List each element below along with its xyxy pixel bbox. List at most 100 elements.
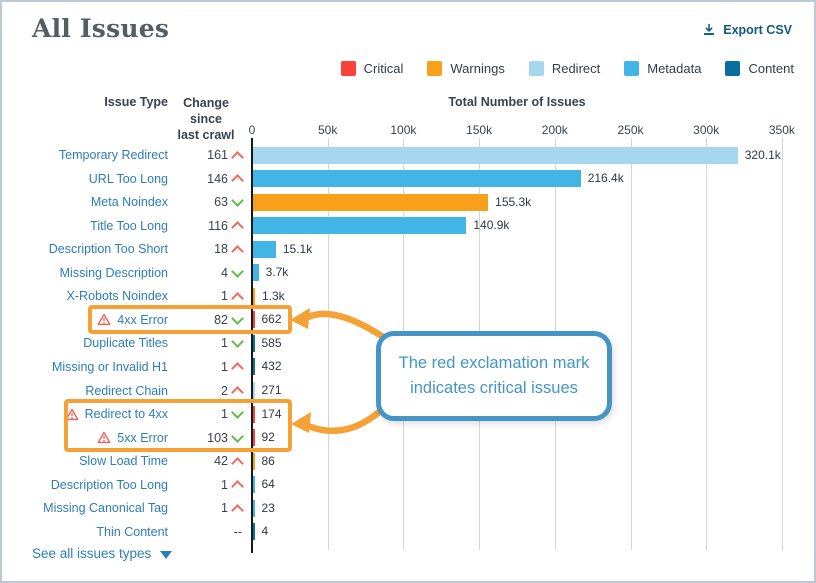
column-header-change: Change since last crawl <box>170 95 242 143</box>
issue-type-text: Slow Load Time <box>79 454 168 469</box>
bar-value-label: 174 <box>261 406 282 421</box>
annotation-arrowhead-bottom <box>291 412 311 433</box>
legend-swatch-icon <box>340 61 356 76</box>
annotation-arrowhead-top <box>290 308 310 329</box>
annotation-box-redirect-5xx <box>64 399 292 452</box>
critical-warning-icon <box>97 431 111 444</box>
export-csv-button[interactable]: Export CSV <box>702 22 792 37</box>
issue-type-label[interactable]: 4xx Error <box>22 311 168 329</box>
issue-type-label[interactable]: Missing Description <box>22 264 168 282</box>
column-header-issue-type: Issue Type <box>104 95 168 109</box>
issue-bar[interactable] <box>253 170 581 188</box>
issue-bar[interactable] <box>253 499 255 517</box>
gridline <box>706 138 708 550</box>
change-value: 1 <box>221 407 228 422</box>
change-since-last-crawl: 82 <box>170 311 244 329</box>
issue-bar[interactable] <box>253 358 255 376</box>
legend-swatch-icon <box>624 61 640 76</box>
issue-type-text: Thin Content <box>96 524 168 539</box>
legend-item-content[interactable]: Content <box>725 61 794 76</box>
issue-bar[interactable] <box>253 193 489 211</box>
issue-bar[interactable] <box>253 217 467 235</box>
trend-up-icon <box>231 362 244 376</box>
change-value: 103 <box>207 430 228 445</box>
critical-warning-icon <box>97 314 111 326</box>
change-since-last-crawl: 1 <box>170 334 244 352</box>
issue-bar[interactable] <box>253 287 255 305</box>
issue-bar[interactable] <box>253 476 255 494</box>
column-header-change-line2: last crawl <box>177 128 235 142</box>
change-since-last-crawl: 42 <box>170 452 244 470</box>
issue-type-text: 4xx Error <box>117 312 168 327</box>
change-value: 42 <box>214 454 228 469</box>
change-since-last-crawl: 1 <box>170 358 244 376</box>
trend-down-icon <box>231 264 244 278</box>
trend-up-icon <box>231 480 244 494</box>
issue-bar[interactable] <box>253 452 255 470</box>
issue-bar[interactable] <box>253 405 255 423</box>
issue-type-text: Missing Description <box>59 265 168 280</box>
legend-item-redirect[interactable]: Redirect <box>528 61 600 76</box>
legend-item-warnings[interactable]: Warnings <box>427 61 505 76</box>
legend-label: Warnings <box>450 61 505 76</box>
axis-title: Total Number of Issues <box>448 95 586 109</box>
issue-type-label[interactable]: Missing Canonical Tag <box>22 499 168 517</box>
issue-type-label[interactable]: Redirect to 4xx <box>22 405 168 423</box>
issue-type-label[interactable]: Duplicate Titles <box>22 334 168 352</box>
change-since-last-crawl: 161 <box>170 146 244 164</box>
legend-item-critical[interactable]: Critical <box>340 61 403 76</box>
change-value: 146 <box>207 171 228 186</box>
issue-type-text: Missing Canonical Tag <box>43 501 168 516</box>
issue-type-text: 5xx Error <box>117 430 168 445</box>
issue-type-label[interactable]: URL Too Long <box>22 170 168 188</box>
bar-value-label: 432 <box>261 359 282 374</box>
see-all-issues-label: See all issues types <box>32 546 152 561</box>
column-header-change-line1: Change since <box>183 96 229 126</box>
issue-type-label[interactable]: 5xx Error <box>22 429 168 447</box>
axis-tick-label: 300k <box>693 123 720 137</box>
issue-type-label[interactable]: Thin Content <box>22 523 168 541</box>
legend-item-metadata[interactable]: Metadata <box>624 61 701 76</box>
annotation-callout: The red exclamation mark indicates criti… <box>376 331 612 421</box>
bar-value-label: 585 <box>261 335 282 350</box>
change-value: 4 <box>221 265 228 280</box>
issue-bar[interactable] <box>253 523 255 541</box>
annotation-box-4xx-error <box>88 305 292 334</box>
issue-bar[interactable] <box>253 429 255 447</box>
issue-type-label[interactable]: Slow Load Time <box>22 452 168 470</box>
issue-type-label[interactable]: X-Robots Noindex <box>22 287 168 305</box>
see-all-issues-link[interactable]: See all issues types <box>32 546 173 561</box>
issue-type-text: Description Too Long <box>50 477 168 492</box>
gridline <box>630 138 632 550</box>
issue-bar[interactable] <box>253 264 259 282</box>
change-value: 116 <box>208 218 228 233</box>
issue-bar[interactable] <box>253 334 255 352</box>
issue-type-label[interactable]: Redirect Chain <box>22 382 168 400</box>
page-title: All Issues <box>32 14 170 43</box>
trend-down-icon <box>231 335 244 349</box>
change-since-last-crawl: 103 <box>170 429 244 447</box>
issue-type-label[interactable]: Meta Noindex <box>22 193 168 211</box>
issue-type-label[interactable]: Description Too Long <box>22 476 168 494</box>
issue-bar[interactable] <box>253 240 276 258</box>
issue-bar[interactable] <box>253 311 255 329</box>
change-since-last-crawl: 1 <box>170 476 244 494</box>
change-since-last-crawl: 1 <box>170 287 244 305</box>
issue-bar[interactable] <box>253 382 255 399</box>
change-since-last-crawl: 18 <box>170 240 244 258</box>
change-value: 1 <box>221 501 228 516</box>
change-value: 2 <box>221 383 228 398</box>
issue-type-label[interactable]: Description Too Short <box>22 240 168 258</box>
trend-down-icon <box>231 194 244 207</box>
bar-value-label: 4 <box>261 524 269 539</box>
issue-type-label[interactable]: Title Too Long <box>22 217 168 235</box>
change-value: 18 <box>214 242 228 257</box>
bar-value-label: 140.9k <box>473 218 510 233</box>
axis-tick-label: 350k <box>768 123 795 137</box>
issue-bar[interactable] <box>253 146 738 164</box>
issue-type-label[interactable]: Temporary Redirect <box>22 146 168 164</box>
annotation-text-line1: The red exclamation mark <box>398 354 590 372</box>
issue-type-text: URL Too Long <box>88 171 168 186</box>
issue-type-label[interactable]: Missing or Invalid H1 <box>22 358 168 376</box>
trend-up-icon <box>231 221 244 235</box>
